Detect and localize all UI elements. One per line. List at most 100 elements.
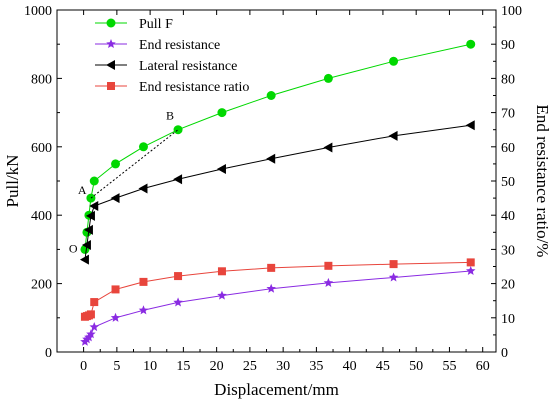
data-point xyxy=(388,130,398,141)
legend-marker xyxy=(106,18,116,28)
data-point xyxy=(90,298,99,307)
data-point xyxy=(174,272,183,281)
annotation-layer: A B O xyxy=(69,109,179,255)
y-axis-title: Pull/kN xyxy=(3,155,22,208)
y2-tick-label: 20 xyxy=(501,278,515,293)
x-tick-label: 35 xyxy=(309,359,323,374)
data-point xyxy=(388,272,399,282)
y2-axis-title: End resistance ratio/% xyxy=(533,105,550,258)
data-point xyxy=(173,125,183,135)
data-point xyxy=(110,312,121,322)
plot-frame xyxy=(56,9,497,353)
data-point xyxy=(79,254,89,265)
y2-tick-label: 50 xyxy=(501,175,515,190)
y2-tick-label: 90 xyxy=(501,38,515,53)
x-tick-label: 30 xyxy=(276,359,290,374)
data-point xyxy=(217,267,226,276)
data-point xyxy=(173,297,183,307)
legend-marker xyxy=(106,39,116,49)
y-tick-label: 800 xyxy=(31,72,52,87)
y-tick-label: 1000 xyxy=(24,4,52,19)
data-point xyxy=(267,263,276,272)
x-tick-label: 15 xyxy=(176,359,190,374)
annotation-o: O xyxy=(69,241,78,255)
legend-label: End resistance ratio xyxy=(139,80,249,95)
legend-marker xyxy=(107,82,115,90)
a-b-dotted-line xyxy=(90,129,179,199)
x-tick-label: 60 xyxy=(476,359,490,374)
y-axis-left: 0 200 400 600 800 1000 xyxy=(24,4,62,361)
data-point xyxy=(85,210,95,221)
data-point xyxy=(86,310,95,319)
legend-marker xyxy=(106,60,115,70)
y-tick-label: 400 xyxy=(31,209,52,224)
data-point xyxy=(324,261,333,270)
data-point xyxy=(138,305,149,315)
y-tick-label: 0 xyxy=(45,346,52,361)
data-point xyxy=(111,285,120,294)
data-point xyxy=(217,108,227,118)
data-point xyxy=(217,290,227,300)
legend-label: End resistance xyxy=(139,38,220,53)
y2-tick-label: 70 xyxy=(501,107,515,122)
data-point xyxy=(89,176,99,186)
series-layer xyxy=(79,39,476,346)
plot-border xyxy=(56,9,497,353)
data-point xyxy=(89,322,99,332)
y-tick-label: 600 xyxy=(31,141,52,156)
legend-item: End resistance xyxy=(95,38,220,53)
x-tick-label: 55 xyxy=(442,359,456,374)
annotation-b: B xyxy=(166,109,174,123)
y2-tick-label: 100 xyxy=(501,4,522,19)
legend-item: Lateral resistance xyxy=(95,59,237,74)
data-point xyxy=(466,39,476,49)
y2-tick-label: 10 xyxy=(501,312,515,327)
data-point xyxy=(389,260,398,269)
y2-tick-label: 0 xyxy=(501,346,508,361)
series-end-resistance xyxy=(80,265,476,346)
data-point xyxy=(83,224,93,235)
legend-item: Pull F xyxy=(95,17,173,32)
data-point xyxy=(89,200,99,211)
annotation-a: A xyxy=(78,183,87,197)
legend-item: End resistance ratio xyxy=(95,80,249,95)
x-tick-label: 20 xyxy=(210,359,224,374)
data-point xyxy=(139,277,148,286)
series-end-resistance-ratio xyxy=(80,258,475,321)
x-tick-label: 50 xyxy=(409,359,423,374)
data-point xyxy=(216,164,226,175)
y-axis-right: 0 10 20 30 40 50 60 70 80 90 100 xyxy=(491,4,522,361)
data-point xyxy=(266,153,276,164)
data-point xyxy=(266,283,276,293)
legend-label: Lateral resistance xyxy=(139,59,237,74)
data-point xyxy=(111,159,121,169)
data-point xyxy=(81,239,91,250)
y2-tick-label: 30 xyxy=(501,243,515,258)
data-point xyxy=(466,258,475,267)
data-point xyxy=(138,142,148,152)
x-tick-label: 45 xyxy=(376,359,390,374)
data-point xyxy=(138,183,148,194)
data-point xyxy=(110,193,120,204)
legend-label: Pull F xyxy=(139,17,173,32)
x-tick-label: 40 xyxy=(343,359,357,374)
y2-tick-label: 40 xyxy=(501,209,515,224)
data-point xyxy=(465,120,475,131)
x-tick-label: 10 xyxy=(143,359,157,374)
y2-tick-label: 60 xyxy=(501,141,515,156)
data-point xyxy=(323,73,333,83)
data-point xyxy=(323,142,333,153)
x-tick-label: 25 xyxy=(243,359,257,374)
x-axis-title: Displacement/mm xyxy=(214,380,339,399)
data-point xyxy=(173,174,183,185)
legend: Pull F End resistance Lateral resistance En… xyxy=(95,17,249,95)
series-lateral-resistance xyxy=(79,120,475,265)
x-axis: 0 5 10 15 20 25 30 35 40 45 50 55 60 xyxy=(80,10,490,374)
data-point xyxy=(86,329,96,339)
data-point xyxy=(465,265,476,275)
data-point xyxy=(323,277,334,287)
x-tick-label: 5 xyxy=(113,359,120,374)
y2-tick-label: 80 xyxy=(501,72,515,87)
y-tick-label: 200 xyxy=(31,278,52,293)
